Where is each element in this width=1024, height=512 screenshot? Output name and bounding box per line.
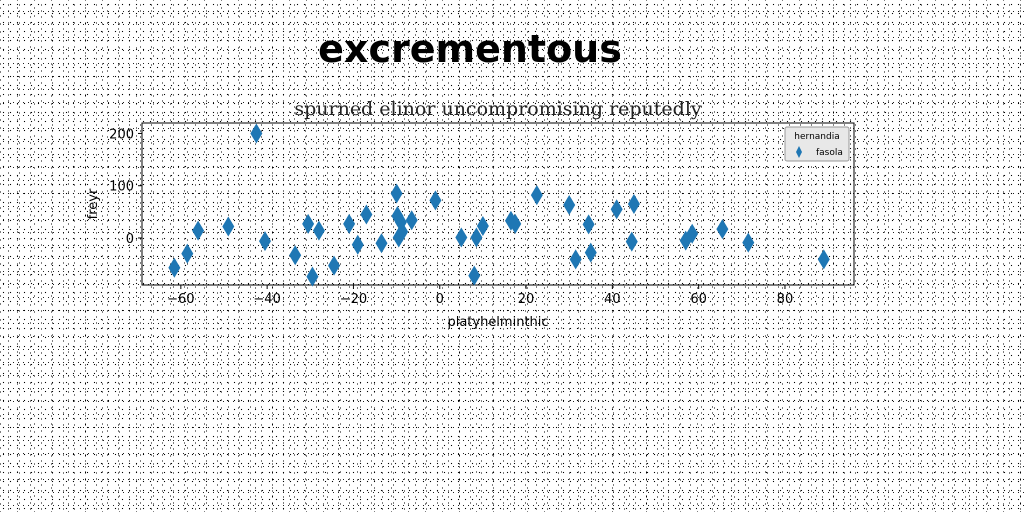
data-point bbox=[569, 249, 582, 270]
legend-marker bbox=[796, 146, 802, 158]
data-point bbox=[250, 123, 263, 144]
data-point bbox=[181, 243, 194, 264]
x-tick-label: 0 bbox=[436, 292, 444, 307]
plot-area bbox=[141, 122, 855, 286]
x-tick-label: −60 bbox=[167, 292, 194, 307]
data-point bbox=[222, 216, 235, 237]
data-point bbox=[351, 234, 364, 255]
data-point bbox=[375, 233, 388, 254]
data-point bbox=[686, 223, 699, 244]
y-tick-label: 0 bbox=[126, 232, 134, 247]
legend: hernandia fasola bbox=[784, 126, 850, 162]
x-tick-label: −40 bbox=[253, 292, 280, 307]
data-point bbox=[584, 242, 597, 263]
legend-entry-label: fasola bbox=[816, 148, 843, 158]
data-point bbox=[390, 183, 403, 204]
y-axis: 0 100 200 bbox=[109, 127, 142, 247]
data-point bbox=[396, 221, 409, 242]
x-tick-label: 40 bbox=[604, 292, 621, 307]
data-point bbox=[742, 232, 755, 253]
data-point bbox=[168, 257, 181, 278]
y-tick-label: 200 bbox=[109, 127, 134, 142]
data-point bbox=[476, 215, 489, 236]
data-point bbox=[530, 185, 543, 206]
data-point bbox=[610, 199, 623, 220]
data-point bbox=[328, 255, 341, 276]
x-tick-label: 80 bbox=[777, 292, 794, 307]
data-point bbox=[429, 190, 442, 211]
data-point bbox=[455, 227, 468, 248]
data-point bbox=[625, 231, 638, 252]
data-point bbox=[470, 227, 483, 248]
x-tick-label: 60 bbox=[690, 292, 707, 307]
data-points bbox=[168, 123, 830, 287]
data-point bbox=[192, 220, 205, 241]
chart-title: spurned elinor uncompromising reputedly bbox=[294, 98, 702, 120]
data-point bbox=[468, 265, 481, 286]
x-tick-label: −20 bbox=[340, 292, 367, 307]
data-point bbox=[306, 266, 319, 287]
data-point bbox=[312, 220, 325, 241]
chart-suptitle: excrementous bbox=[318, 27, 622, 71]
data-point bbox=[302, 213, 315, 234]
data-point bbox=[258, 231, 271, 252]
data-point bbox=[627, 194, 640, 214]
legend-title: hernandia bbox=[794, 132, 839, 142]
data-point bbox=[343, 213, 356, 234]
y-tick-label: 100 bbox=[109, 180, 134, 195]
data-point bbox=[360, 204, 373, 225]
data-point bbox=[582, 214, 595, 235]
x-axis: −60 −40 −20 0 20 40 60 80 bbox=[167, 285, 793, 307]
data-point bbox=[563, 195, 576, 216]
x-axis-label: platyhelminthic bbox=[447, 315, 548, 330]
x-tick-label: 20 bbox=[518, 292, 535, 307]
y-axis-label: freyr bbox=[86, 188, 101, 219]
data-point bbox=[405, 210, 418, 231]
data-point bbox=[289, 245, 302, 266]
data-point bbox=[817, 249, 830, 270]
data-point bbox=[509, 213, 522, 234]
data-point bbox=[716, 219, 729, 240]
